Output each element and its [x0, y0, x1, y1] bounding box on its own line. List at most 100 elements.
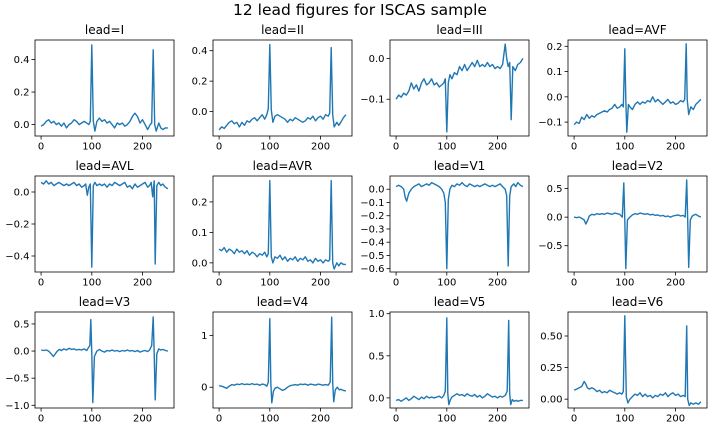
subplot-avl: lead=AVL 0 100 200 0.0 −0.2 −0.4 [5, 159, 175, 289]
x-tick-label: 100 [437, 142, 456, 153]
y-tick-label: 0.1 [547, 67, 563, 78]
y-tick-label: 0.4 [192, 46, 208, 57]
subplot-avf: lead=AVF 0 100 200 −0.1 0.0 0.1 0.2 [538, 23, 708, 153]
axes-frame [389, 175, 530, 273]
x-tick-label: 200 [488, 278, 507, 289]
subplot-title: lead=V1 [434, 159, 486, 173]
axes-frame [389, 39, 530, 137]
axes-frame [212, 311, 353, 409]
subplot-avr: lead=AVR 0 100 200 0.0 0.1 0.2 [192, 159, 353, 289]
y-tick-label: 0.4 [14, 55, 30, 66]
y-tick-label: 0.2 [192, 77, 208, 88]
axes-frame [567, 39, 708, 137]
y-tick-label: 0 [201, 383, 207, 394]
x-tick-label: 100 [615, 414, 634, 425]
y-tick-label: 0.0 [547, 92, 563, 103]
subplot-title: lead=V5 [434, 295, 486, 309]
y-tick-label: −0.4 [5, 252, 29, 263]
subplot-title: lead=III [436, 23, 482, 37]
series-line [395, 43, 524, 133]
y-tick-label: −0.5 [360, 251, 384, 262]
series-line [218, 179, 346, 270]
axes-frame [389, 311, 530, 409]
y-tick-label: −0.5 [5, 374, 29, 385]
y-tick-label: 0.0 [14, 120, 30, 131]
x-tick-label: 200 [666, 142, 685, 153]
y-tick-label: 0.2 [547, 42, 563, 53]
x-tick-label: 0 [216, 414, 222, 425]
y-tick-label: −0.3 [360, 224, 384, 235]
subplot-ii: lead=II 0 100 200 0.0 0.2 0.4 [192, 23, 353, 153]
x-tick-label: 100 [82, 414, 101, 425]
x-tick-label: 100 [260, 414, 279, 425]
x-tick-label: 0 [393, 278, 399, 289]
y-tick-label: 0.5 [14, 319, 30, 330]
subplot-iii: lead=III 0 100 200 0.0 −0.1 [360, 23, 530, 153]
y-tick-label: 0.1 [192, 228, 208, 239]
x-tick-label: 0 [571, 414, 577, 425]
x-tick-label: 200 [311, 414, 330, 425]
y-tick-label: 1 [201, 331, 207, 342]
subplot-i: lead=I 0 100 200 0.0 0.2 0.4 [14, 23, 175, 153]
x-tick-label: 100 [615, 278, 634, 289]
subplot-title: lead=II [261, 23, 304, 37]
subplot-title: lead=V4 [257, 295, 309, 309]
x-tick-label: 100 [615, 142, 634, 153]
x-tick-label: 0 [216, 278, 222, 289]
subplot-title: lead=V2 [612, 159, 664, 173]
subplot-title: lead=V3 [79, 295, 131, 309]
y-tick-label: 0.0 [369, 54, 385, 65]
x-tick-label: 200 [311, 142, 330, 153]
series-line [395, 181, 524, 270]
axes-frame [567, 311, 708, 409]
y-tick-label: −0.5 [538, 241, 562, 252]
x-tick-label: 0 [571, 142, 577, 153]
axes-frame [34, 311, 175, 409]
subplot-title: lead=I [85, 23, 124, 37]
x-tick-label: 0 [571, 278, 577, 289]
x-tick-label: 0 [393, 142, 399, 153]
subplot-v1: lead=V1 0 100 200 0.0 −0.1 −0.2 −0.3 −0.4 −0.5 −0.… [360, 159, 530, 289]
y-tick-label: −0.2 [5, 220, 29, 231]
y-tick-label: 0.0 [14, 188, 30, 199]
x-tick-label: 100 [82, 142, 101, 153]
y-tick-label: 0.00 [540, 395, 562, 406]
axes-frame [567, 175, 708, 273]
y-tick-label: 0.25 [540, 363, 562, 374]
y-tick-label: 1.0 [369, 309, 385, 320]
subplot-title: lead=AVF [608, 23, 666, 37]
y-tick-label: −0.1 [360, 198, 384, 209]
y-tick-label: −0.1 [360, 95, 384, 106]
y-tick-label: 0.2 [192, 197, 208, 208]
series-line [218, 43, 347, 131]
y-tick-label: 0.5 [547, 184, 563, 195]
y-tick-label: 0.0 [192, 258, 208, 269]
x-tick-label: 0 [393, 414, 399, 425]
x-tick-label: 200 [311, 278, 330, 289]
axes-frame [212, 39, 353, 137]
x-tick-label: 100 [437, 414, 456, 425]
y-tick-label: −0.2 [360, 211, 384, 222]
figure-title: 12 lead figures for ISCAS sample [233, 1, 487, 19]
y-tick-label: 0.50 [540, 332, 562, 343]
subplot-v2: lead=V2 0 100 200 −0.5 0.0 0.5 [538, 159, 708, 289]
x-tick-label: 100 [260, 142, 279, 153]
y-tick-label: −0.1 [538, 118, 562, 129]
x-tick-label: 0 [216, 142, 222, 153]
series-line [573, 179, 702, 270]
x-tick-label: 200 [133, 142, 152, 153]
series-line [40, 44, 168, 132]
y-tick-label: −0.4 [360, 238, 384, 249]
x-tick-label: 100 [260, 278, 279, 289]
x-tick-label: 0 [38, 278, 44, 289]
y-tick-label: 0.0 [547, 213, 563, 224]
x-tick-label: 0 [38, 142, 44, 153]
y-tick-label: 0.0 [14, 347, 30, 358]
series-line [40, 180, 169, 268]
x-tick-label: 200 [488, 142, 507, 153]
axes-frame [212, 175, 353, 273]
subplot-v6: lead=V6 0 100 200 0.00 0.25 0.50 [540, 295, 708, 425]
series-line [573, 43, 702, 133]
series-line [395, 317, 523, 406]
